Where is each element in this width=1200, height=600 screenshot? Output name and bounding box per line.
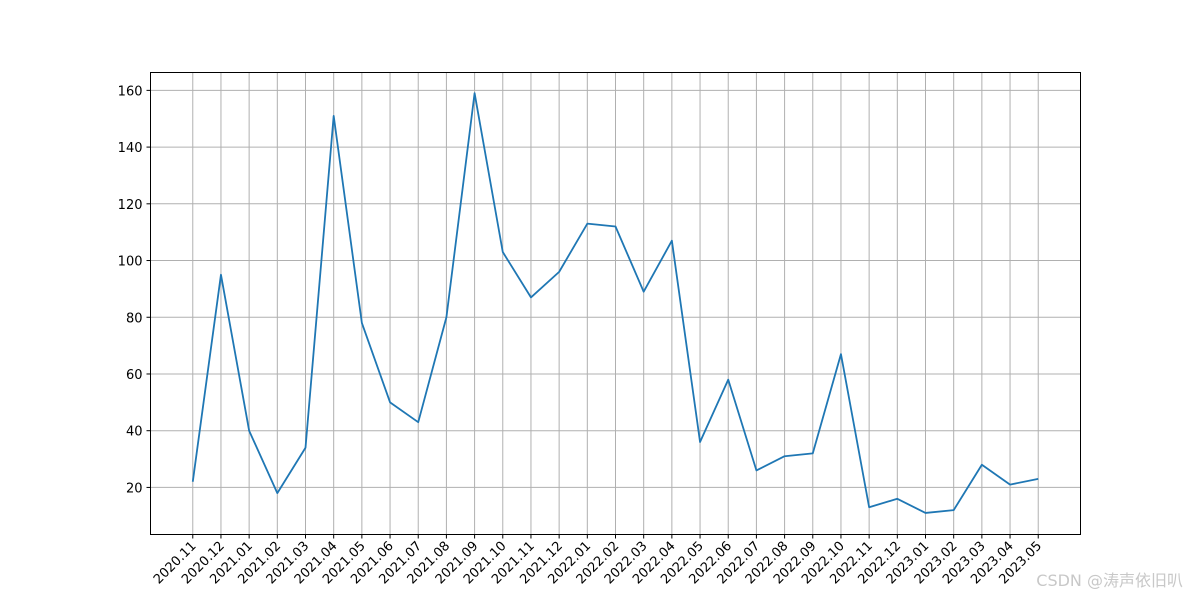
y-tick-label: 80 [126, 311, 143, 326]
y-tick-label: 120 [118, 198, 143, 213]
grid [150, 72, 1081, 535]
marks [191, 92, 1039, 514]
y-tick-label: 20 [126, 481, 143, 496]
data-line [191, 92, 1039, 514]
y-tick-label: 160 [118, 84, 143, 99]
y-tick-label: 60 [126, 368, 143, 383]
y-tick-label: 140 [118, 141, 143, 156]
y-tick-label: 40 [126, 425, 143, 440]
watermark: CSDN @涛声依旧叭 [1036, 571, 1183, 590]
y-tick-label: 100 [118, 255, 143, 270]
